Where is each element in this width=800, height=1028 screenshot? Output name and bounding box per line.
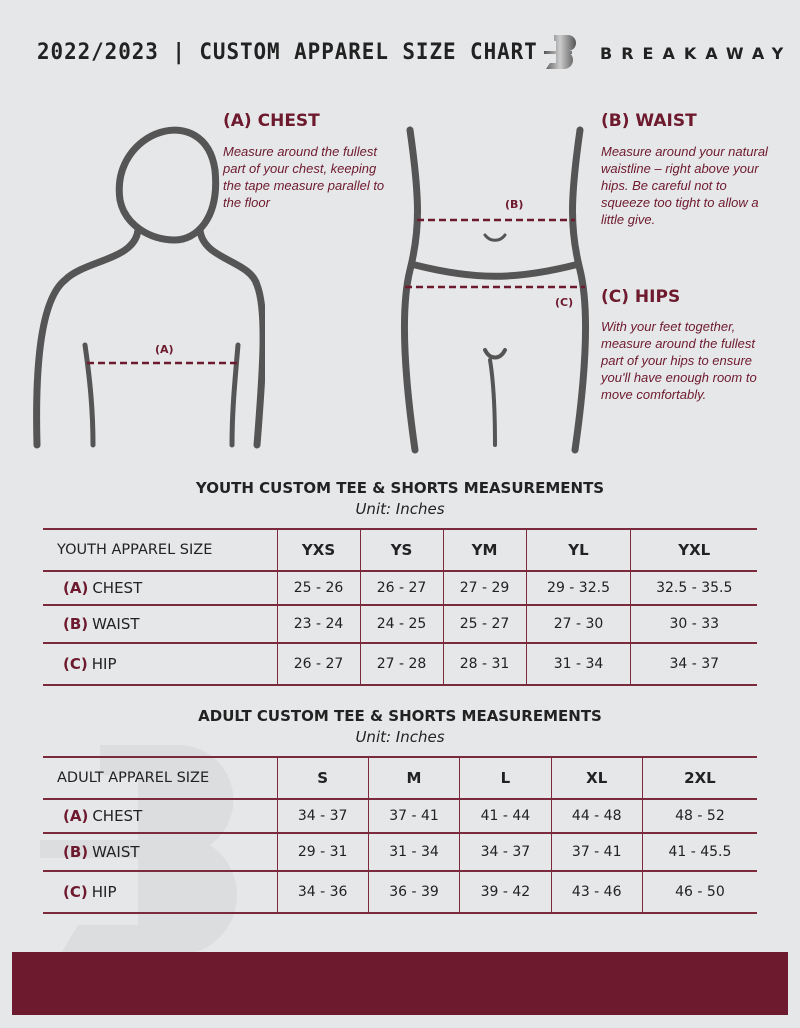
measurement-value: 41 - 45.5 [641, 832, 757, 872]
adult-size-table: ADULT APPAREL SIZE S M L XL 2XL (A) CHEST 34 - 3… [43, 756, 757, 914]
table-row: (C) HIP 26 - 27 27 - 28 28 - 31 31 - 34 34 - 3… [43, 642, 757, 686]
hips-heading: (C) HIPS [601, 287, 681, 307]
measurement-name: CHEST [92, 807, 143, 825]
table-header-row: ADULT APPAREL SIZE S M L XL 2XL [43, 756, 757, 800]
upper-body-figure [33, 126, 265, 449]
size-column-header: YM [442, 528, 527, 572]
waist-marker: (B) [505, 198, 524, 211]
measurement-letter: (C) [63, 655, 88, 673]
measurement-label: (C) HIP [43, 870, 277, 914]
size-column-header: 2XL [641, 756, 757, 800]
measurement-value: 25 - 26 [276, 570, 361, 606]
measurement-value: 37 - 41 [550, 832, 643, 872]
measurement-value: 34 - 37 [276, 798, 369, 834]
lower-body-figure [401, 126, 589, 454]
measurement-value: 36 - 39 [367, 870, 460, 914]
measurement-value: 24 - 25 [359, 604, 444, 644]
size-column-header: M [367, 756, 460, 800]
measurement-label: (A) CHEST [43, 570, 277, 606]
footer-bar [12, 952, 788, 1015]
measurement-name: HIP [91, 655, 117, 673]
youth-table-title: YOUTH CUSTOM TEE & SHORTS MEASUREMENTS [195, 479, 605, 497]
measurement-value: 29 - 31 [276, 832, 369, 872]
hips-description: With your feet together, measure around … [601, 319, 757, 402]
measurement-value: 23 - 24 [276, 604, 361, 644]
measurement-value: 28 - 31 [442, 642, 527, 686]
size-column-header: YL [525, 528, 631, 572]
measurement-value: 48 - 52 [641, 798, 757, 834]
table-row: (B) WAIST 29 - 31 31 - 34 34 - 37 37 - 41 41 -… [43, 832, 757, 872]
chest-marker: (A) [155, 343, 174, 356]
measurement-name: WAIST [92, 843, 140, 861]
table-row: (B) WAIST 23 - 24 24 - 25 25 - 27 27 - 30 30 -… [43, 604, 757, 644]
adult-table-title: ADULT CUSTOM TEE & SHORTS MEASUREMENTS [198, 707, 602, 725]
measurement-value: 41 - 44 [459, 798, 552, 834]
size-header: YOUTH APPAREL SIZE [43, 528, 277, 572]
measurement-value: 27 - 28 [359, 642, 444, 686]
measurement-value: 27 - 29 [442, 570, 527, 606]
chest-heading: (A) CHEST [223, 111, 320, 131]
measurement-value: 37 - 41 [367, 798, 460, 834]
measurement-value: 25 - 27 [442, 604, 527, 644]
measurement-value: 44 - 48 [550, 798, 643, 834]
measurement-letter: (A) [63, 807, 89, 825]
waist-heading: (B) WAIST [601, 111, 697, 131]
measurement-letter: (B) [63, 615, 89, 633]
measurement-value: 32.5 - 35.5 [630, 570, 757, 606]
measurement-value: 34 - 36 [276, 870, 369, 914]
table-row: (A) CHEST 25 - 26 26 - 27 27 - 29 29 - 32.5 32… [43, 570, 757, 606]
waist-description: Measure around your natural waistline – … [601, 144, 768, 227]
table-row: (C) HIP 34 - 36 36 - 39 39 - 42 43 - 46 46 - 5… [43, 870, 757, 914]
measurement-value: 31 - 34 [525, 642, 631, 686]
measurement-value: 27 - 30 [525, 604, 631, 644]
measurement-name: CHEST [92, 579, 143, 597]
table-row: (A) CHEST 34 - 37 37 - 41 41 - 44 44 - 48 48 -… [43, 798, 757, 834]
measurement-value: 29 - 32.5 [525, 570, 631, 606]
measurement-name: WAIST [92, 615, 140, 633]
adult-unit: Unit: Inches [355, 728, 445, 746]
measurement-name: HIP [91, 883, 117, 901]
size-column-header: YXL [630, 528, 757, 572]
measurement-value: 30 - 33 [630, 604, 757, 644]
measurement-label: (B) WAIST [43, 832, 277, 872]
measurement-label: (A) CHEST [43, 798, 277, 834]
measurement-value: 46 - 50 [641, 870, 757, 914]
size-column-header: YS [359, 528, 444, 572]
youth-size-table: YOUTH APPAREL SIZE YXS YS YM YL YXL (A) CHEST 25… [43, 528, 757, 686]
measurement-letter: (C) [63, 883, 88, 901]
size-header: ADULT APPAREL SIZE [43, 756, 277, 800]
measurement-label: (B) WAIST [43, 604, 277, 644]
chest-description: Measure around the fullest part of your … [223, 144, 385, 210]
breakaway-logo-icon [544, 35, 576, 69]
table-header-row: YOUTH APPAREL SIZE YXS YS YM YL YXL [43, 528, 757, 572]
size-column-header: XL [550, 756, 643, 800]
measurement-value: 31 - 34 [367, 832, 460, 872]
youth-unit: Unit: Inches [355, 500, 445, 518]
measurement-value: 43 - 46 [550, 870, 643, 914]
size-column-header: L [459, 756, 552, 800]
page-title: 2022/2023 | CUSTOM APPAREL SIZE CHART [37, 40, 538, 65]
measurement-value: 34 - 37 [630, 642, 757, 686]
measurement-value: 26 - 27 [359, 570, 444, 606]
size-column-header: S [276, 756, 369, 800]
measurement-letter: (B) [63, 843, 89, 861]
measurement-letter: (A) [63, 579, 89, 597]
measurement-label: (C) HIP [43, 642, 277, 686]
measurement-value: 34 - 37 [459, 832, 552, 872]
size-column-header: YXS [276, 528, 361, 572]
measurement-value: 26 - 27 [276, 642, 361, 686]
hips-marker: (C) [555, 296, 574, 309]
brand-name: BREAKAWAY [600, 44, 793, 63]
measurement-value: 39 - 42 [459, 870, 552, 914]
